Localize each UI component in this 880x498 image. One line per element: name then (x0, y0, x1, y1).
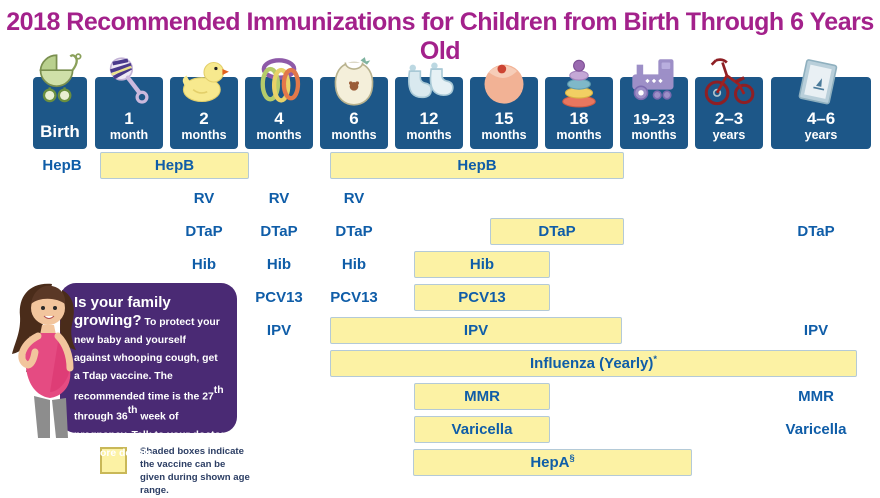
vaccine-label-rv-2m: RV (193, 190, 215, 207)
shaded-box-pcv13-12-15-months: PCV13 (414, 284, 550, 311)
shaded-box-dtap-15-18-months: DTaP (490, 218, 624, 245)
age-number: 2–3 (714, 108, 744, 128)
tricycle-icon (704, 58, 755, 106)
callout-sup-1: th (213, 385, 224, 396)
callout-body-1: To protect your new baby and yourself ag… (74, 317, 220, 403)
hepa-footnote-mark: § (569, 453, 575, 463)
age-number: 4–6 (806, 108, 836, 128)
age-number: 18 (569, 108, 589, 128)
vaccine-label-dtap-2m: DTaP (185, 223, 223, 240)
legend-text: Shaded boxes indicate the vaccine can be… (140, 446, 250, 496)
shaded-box-varicella-12-15-months: Varicella (414, 416, 550, 443)
vaccine-label-dtap-4-6y: DTaP (797, 223, 835, 240)
ball-icon (484, 64, 524, 104)
age-unit: months (181, 127, 227, 142)
callout-body-2: through 36 (74, 411, 128, 423)
age-column-1-month: 1 month (95, 77, 163, 149)
vaccine-label-ipv-4-6y: IPV (803, 322, 829, 339)
vaccine-label-dtap-6m: DTaP (335, 223, 373, 240)
shaded-box-hepb-1-2-months: HepB (100, 152, 249, 179)
shaded-box-hepb-6-18-months: HepB (330, 152, 624, 179)
page-title: 2018 Recommended Immunizations for Child… (6, 8, 874, 65)
age-number: 19–23 (633, 110, 675, 128)
baby-carriage-icon (39, 53, 82, 103)
age-unit: months (331, 127, 377, 142)
age-number: 12 (419, 108, 439, 128)
bib-icon (334, 57, 374, 106)
influenza-label: Influenza (Yearly) (530, 355, 654, 372)
shaded-box-ipv-6-18-months: IPV (330, 317, 622, 344)
shaded-box-hib-12-15-months: Hib (414, 251, 550, 278)
callout-sup-2: th (127, 405, 138, 417)
vaccine-label-varicella-4-6y: Varicella (785, 421, 847, 438)
influenza-footnote-mark: * (653, 354, 657, 364)
age-unit: months (406, 127, 452, 142)
shaded-box-mmr-12-15-months: MMR (414, 383, 550, 410)
rattle-icon (109, 57, 149, 104)
vaccine-label-hib-6m: Hib (341, 256, 367, 273)
age-unit: years (712, 127, 746, 142)
age-unit: months (481, 127, 527, 142)
age-number: 2 (199, 108, 209, 128)
shaded-box-hepa-12-23-months: HepA§ (413, 449, 692, 476)
vaccine-label-dtap-4m: DTaP (260, 223, 298, 240)
age-number: 6 (349, 108, 359, 128)
vaccine-label-hib-4m: Hib (266, 256, 292, 273)
toy-train-icon (632, 59, 674, 101)
vaccine-label-ipv-4m: IPV (266, 322, 292, 339)
book-icon (798, 59, 838, 105)
rubber-duck-icon (182, 61, 229, 103)
pregnancy-callout: Is your family growing? To protect your … (60, 283, 237, 459)
age-unit: months (631, 127, 677, 142)
vaccine-label-rv-4m: RV (268, 190, 290, 207)
vaccine-label-pcv13-4m: PCV13 (255, 289, 303, 306)
age-unit: months (556, 127, 602, 142)
linking-rings-icon (260, 58, 301, 103)
age-column-birth: Birth (33, 77, 87, 149)
vaccine-label-rv-6m: RV (343, 190, 365, 207)
age-unit: months (256, 127, 302, 142)
legend-shaded-box-swatch (100, 447, 127, 474)
callout-heading: Is your family growing? (74, 294, 171, 329)
callout-body-3: week of pregnancy. Talk to your doctor f… (74, 411, 225, 459)
age-label: Birth (40, 122, 80, 141)
vaccine-label-hib-2m: Hib (191, 256, 217, 273)
vaccine-label-pcv13-6m: PCV13 (330, 289, 378, 306)
stacking-toy-icon (562, 59, 596, 108)
vaccine-label-hepb-birth: HepB (42, 157, 82, 174)
vaccine-label-mmr-4-6y: MMR (798, 388, 834, 405)
pregnant-woman-illustration (12, 283, 76, 438)
age-number: 4 (274, 108, 284, 128)
age-number: 1 (124, 108, 134, 128)
baby-booties-icon (407, 62, 454, 99)
hepa-label: HepA (530, 454, 570, 471)
age-unit: month (109, 127, 149, 142)
shaded-box-influenza: Influenza (Yearly)* (330, 350, 857, 377)
age-unit: years (804, 127, 838, 142)
age-number: 15 (494, 108, 514, 128)
